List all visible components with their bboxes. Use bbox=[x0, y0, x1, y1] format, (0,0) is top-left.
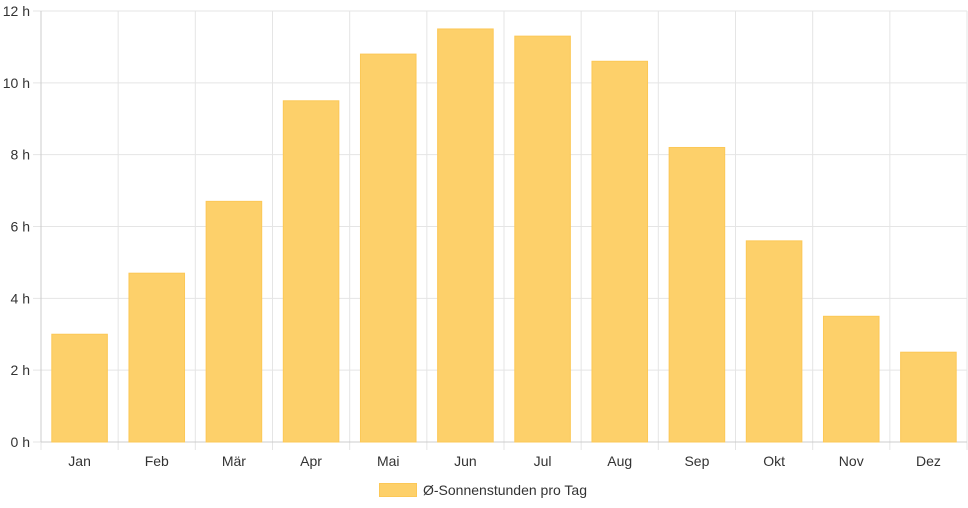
x-tick-label: Feb bbox=[145, 453, 169, 469]
legend-label: Ø-Sonnenstunden pro Tag bbox=[423, 482, 587, 498]
bar-feb[interactable] bbox=[128, 272, 186, 443]
x-axis-ticks: Jan Feb Mär Apr Mai Jun Jul Aug Sep Okt Nov Dez bbox=[68, 453, 941, 469]
bar-aug[interactable] bbox=[591, 60, 649, 443]
bar-jun[interactable] bbox=[437, 28, 494, 443]
bar-mär[interactable] bbox=[205, 200, 263, 443]
y-tick-label: 2 h bbox=[11, 362, 30, 378]
y-tick-label: 12 h bbox=[3, 3, 30, 19]
x-tick-label: Aug bbox=[607, 453, 632, 469]
x-tick-label: Sep bbox=[684, 453, 709, 469]
legend[interactable]: Ø-Sonnenstunden pro Tag bbox=[379, 481, 587, 499]
bar-sep[interactable] bbox=[668, 146, 726, 443]
y-axis-ticks: 0 h 2 h 4 h 6 h 8 h 10 h 12 h bbox=[3, 3, 30, 450]
bar-jan[interactable] bbox=[51, 333, 108, 443]
y-tick-label: 4 h bbox=[11, 290, 30, 306]
x-tick-label: Jan bbox=[68, 453, 91, 469]
bar-nov[interactable] bbox=[822, 315, 880, 443]
y-tick-label: 10 h bbox=[3, 75, 30, 91]
x-tick-label: Nov bbox=[839, 453, 864, 469]
x-tick-label: Mär bbox=[222, 453, 246, 469]
x-tick-label: Jul bbox=[534, 453, 552, 469]
x-tick-label: Jun bbox=[454, 453, 477, 469]
bar-okt[interactable] bbox=[745, 240, 803, 443]
x-tick-label: Dez bbox=[916, 453, 941, 469]
y-tick-label: 8 h bbox=[11, 147, 30, 163]
grid-lines bbox=[33, 10, 968, 450]
bar-apr[interactable] bbox=[282, 100, 340, 443]
legend-swatch bbox=[379, 483, 417, 497]
bar-mai[interactable] bbox=[359, 53, 417, 443]
bar-dez[interactable] bbox=[900, 351, 957, 443]
bars bbox=[51, 28, 957, 443]
x-tick-label: Apr bbox=[300, 453, 322, 469]
y-tick-label: 6 h bbox=[11, 219, 30, 235]
x-tick-label: Mai bbox=[377, 453, 400, 469]
y-tick-label: 0 h bbox=[11, 434, 30, 450]
bar-jul[interactable] bbox=[514, 35, 571, 443]
x-tick-label: Okt bbox=[763, 453, 785, 469]
